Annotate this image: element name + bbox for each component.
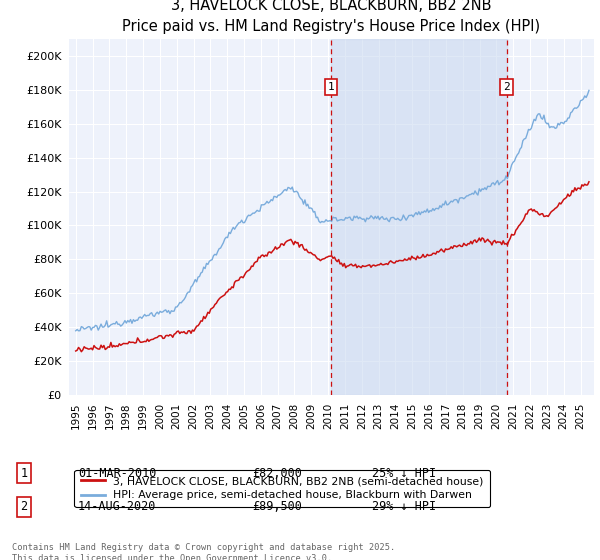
Text: 1: 1: [328, 82, 334, 92]
Legend: 3, HAVELOCK CLOSE, BLACKBURN, BB2 2NB (semi-detached house), HPI: Average price,: 3, HAVELOCK CLOSE, BLACKBURN, BB2 2NB (s…: [74, 469, 490, 507]
Text: 2: 2: [20, 500, 28, 514]
Text: £82,000: £82,000: [252, 466, 302, 480]
Text: 25% ↓ HPI: 25% ↓ HPI: [372, 466, 436, 480]
Text: 1: 1: [20, 466, 28, 480]
Text: £89,500: £89,500: [252, 500, 302, 514]
Text: Contains HM Land Registry data © Crown copyright and database right 2025.
This d: Contains HM Land Registry data © Crown c…: [12, 543, 395, 560]
Title: 3, HAVELOCK CLOSE, BLACKBURN, BB2 2NB
Price paid vs. HM Land Registry's House Pr: 3, HAVELOCK CLOSE, BLACKBURN, BB2 2NB Pr…: [122, 0, 541, 34]
Text: 29% ↓ HPI: 29% ↓ HPI: [372, 500, 436, 514]
Text: 2: 2: [503, 82, 510, 92]
Text: 14-AUG-2020: 14-AUG-2020: [78, 500, 157, 514]
Bar: [331, 39, 507, 395]
Text: 01-MAR-2010: 01-MAR-2010: [78, 466, 157, 480]
